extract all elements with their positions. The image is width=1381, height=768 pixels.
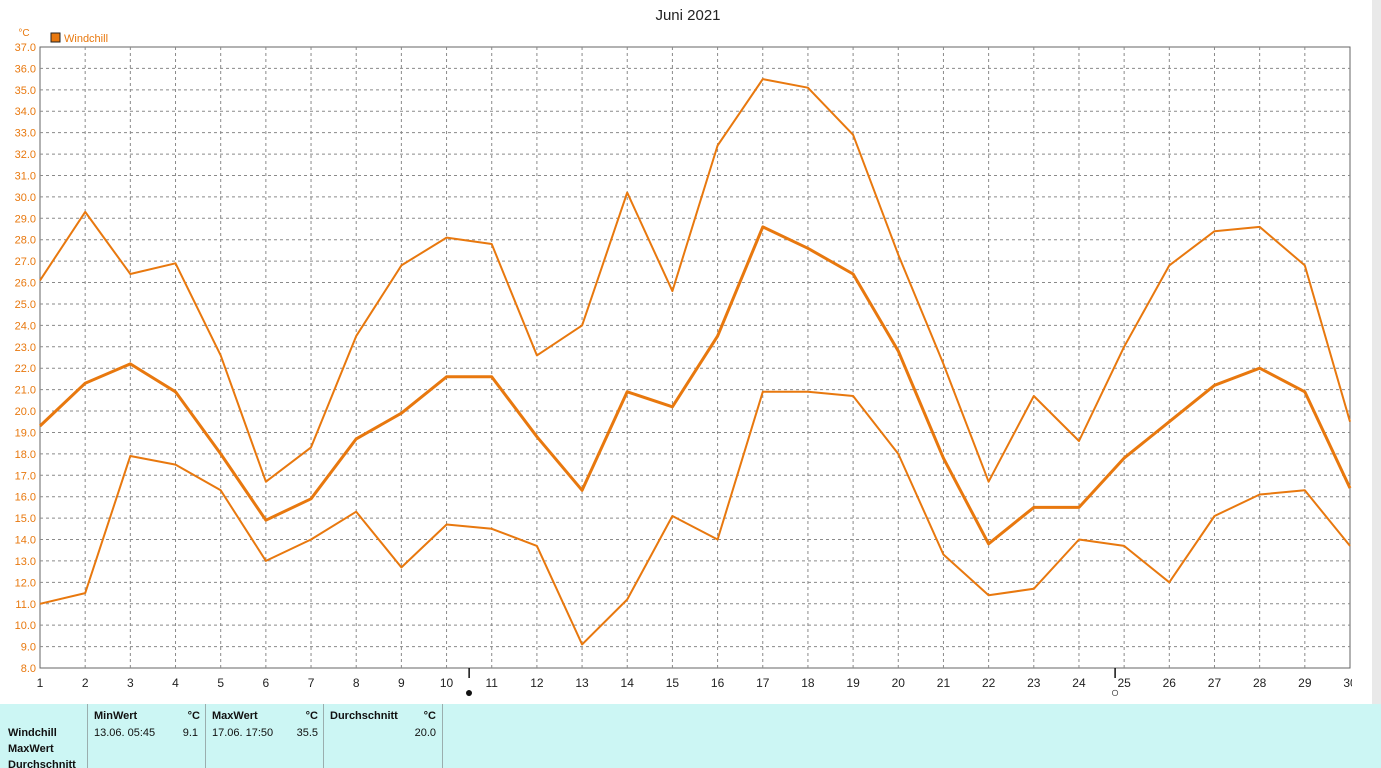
moon-markers: ● ○ <box>465 668 1119 700</box>
x-tick-label: 14 <box>621 676 635 690</box>
y-tick-label: 13.0 <box>15 556 36 568</box>
x-tick-label: 10 <box>440 676 454 690</box>
chart: Juni 2021 °C Windchill 8.0 9.0 10.0 11.0 12.… <box>15 7 1352 700</box>
y-tick-label: 36.0 <box>15 63 36 75</box>
row-label-maxwert: MaxWert <box>8 743 54 755</box>
x-tick-label: 23 <box>1027 676 1041 690</box>
y-tick-label: 20.0 <box>15 406 36 418</box>
y-tick-label: 22.0 <box>15 363 36 375</box>
stats-date: 17.06. 17:50 <box>212 727 274 739</box>
y-tick-label: 10.0 <box>15 620 36 632</box>
y-tick-label: 24.0 <box>15 320 36 332</box>
moon-phase-icon: ○ <box>1111 684 1119 700</box>
x-tick-label: 8 <box>353 676 360 690</box>
series-line-avg <box>38 225 1352 546</box>
x-tick-label: 9 <box>398 676 405 690</box>
stats-header: MinWert <box>94 710 138 722</box>
row-label-durchschnitt: Durchschnitt <box>8 759 76 768</box>
y-tick-label: 21.0 <box>15 385 36 397</box>
y-tick-label: 17.0 <box>15 470 36 482</box>
row-label-windchill: Windchill <box>8 727 57 739</box>
y-tick-label: 12.0 <box>15 577 36 589</box>
legend-swatch <box>50 32 61 43</box>
x-tick-label: 6 <box>263 676 270 690</box>
y-tick-label: 26.0 <box>15 278 36 290</box>
stats-unit: °C <box>187 710 200 722</box>
y-tick-label: 23.0 <box>15 342 36 354</box>
x-tick-label: 11 <box>485 676 498 690</box>
x-tick-label: 3 <box>127 676 134 690</box>
x-tick-label: 19 <box>846 676 860 690</box>
stats-unit: °C <box>305 710 318 722</box>
series-line-max <box>39 78 1351 483</box>
stats-value: 20.0 <box>414 727 436 739</box>
y-tick-label: 37.0 <box>15 42 36 54</box>
series-line-min <box>39 390 1351 646</box>
x-tick-label: 30 <box>1343 676 1352 690</box>
x-tick-label: 21 <box>937 676 951 690</box>
stats-value: 9.1 <box>182 727 198 739</box>
y-tick-label: 30.0 <box>15 192 36 204</box>
stats-header: Durchschnitt <box>330 710 398 722</box>
x-tick-label: 15 <box>666 676 680 690</box>
x-tick-label: 7 <box>308 676 315 690</box>
x-tick-label: 27 <box>1208 676 1222 690</box>
stats-unit: °C <box>423 710 436 722</box>
x-tick-label: 13 <box>575 676 589 690</box>
x-tick-label: 16 <box>711 676 725 690</box>
stats-col-max: MaxWert °C 17.06. 17:50 35.5 <box>205 704 324 768</box>
y-tick-label: 18.0 <box>15 449 36 461</box>
stats-col-avg: Durchschnitt °C 20.0 <box>323 704 443 768</box>
y-tick-label: 11.0 <box>15 599 36 611</box>
right-edge <box>1352 0 1381 768</box>
y-tick-label: 35.0 <box>15 85 36 97</box>
x-tick-label: 29 <box>1298 676 1312 690</box>
y-axis: 8.0 9.0 10.0 11.0 12.0 13.0 14.0 15.0 16.0 17.0 18… <box>15 42 36 675</box>
stats-col-min: MinWert °C 13.06. 05:45 9.1 <box>87 704 206 768</box>
y-tick-label: 29.0 <box>15 213 36 225</box>
x-tick-label: 12 <box>530 676 544 690</box>
stats-value: 35.5 <box>296 727 318 739</box>
y-tick-label: 25.0 <box>15 299 36 311</box>
y-tick-label: 34.0 <box>15 106 36 118</box>
plot-frame <box>39 46 1351 669</box>
y-tick-label: 31.0 <box>15 170 36 182</box>
moon-phase-icon: ● <box>465 684 473 700</box>
x-tick-label: 24 <box>1072 676 1086 690</box>
chart-title: Juni 2021 <box>655 7 720 24</box>
y-tick-label: 16.0 <box>15 492 36 504</box>
x-tick-label: 17 <box>756 676 770 690</box>
stats-panel: Windchill MaxWert Durchschnitt MinWert °… <box>0 704 1381 768</box>
x-tick-label: 5 <box>217 676 224 690</box>
legend-label: Windchill <box>64 33 108 45</box>
y-tick-label: 28.0 <box>15 235 36 247</box>
x-tick-label: 22 <box>982 676 996 690</box>
y-tick-label: 8.0 <box>21 663 36 675</box>
x-tick-label: 2 <box>82 676 89 690</box>
y-tick-label: 27.0 <box>15 256 36 268</box>
y-tick-label: 19.0 <box>15 427 36 439</box>
y-tick-label: 15.0 <box>15 513 36 525</box>
x-tick-label: 25 <box>1117 676 1131 690</box>
x-tick-label: 26 <box>1163 676 1177 690</box>
series-lines <box>38 78 1352 646</box>
y-tick-label: 14.0 <box>15 535 36 547</box>
x-tick-label: 28 <box>1253 676 1267 690</box>
x-tick-label: 20 <box>892 676 906 690</box>
x-tick-label: 1 <box>37 676 44 690</box>
stats-header: MaxWert <box>212 710 258 722</box>
y-tick-label: 32.0 <box>15 149 36 161</box>
y-unit-label: °C <box>18 28 29 39</box>
x-tick-label: 4 <box>172 676 179 690</box>
x-axis: 1 2 3 4 5 6 7 8 9 10 11 12 13 14 15 16 17 18 19 20 21 22 23 24 2… <box>37 676 1352 690</box>
y-tick-label: 9.0 <box>21 642 36 654</box>
stats-date: 13.06. 05:45 <box>94 727 156 739</box>
x-tick-label: 18 <box>801 676 815 690</box>
y-tick-label: 33.0 <box>15 128 36 140</box>
scrollbar[interactable] <box>1372 0 1381 768</box>
